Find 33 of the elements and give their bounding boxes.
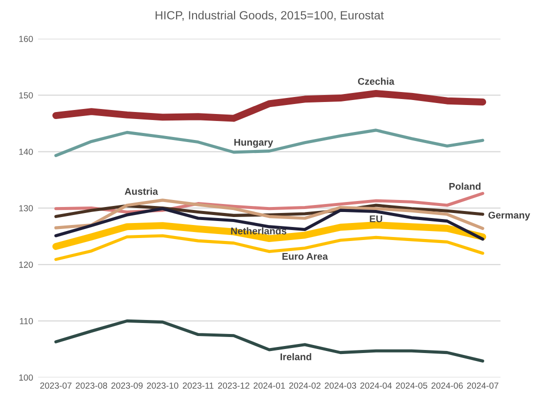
x-tick-label: 2023-12 (218, 382, 250, 389)
y-tick-label: 110 (20, 318, 33, 324)
x-tick-label: 2024-06 (432, 382, 463, 389)
y-tick-label: 130 (19, 205, 33, 212)
line-series (54, 207, 484, 241)
y-tick-label: 140 (19, 148, 33, 155)
x-tick-label: 2023-09 (111, 382, 143, 389)
series-label: EU (370, 215, 382, 222)
series-label: Germany (488, 212, 530, 221)
x-tick-label: 2023-08 (76, 382, 108, 389)
line-series (54, 128, 484, 158)
x-tick-label: 2024-05 (396, 382, 428, 389)
x-tick-label: 2023-10 (146, 382, 178, 389)
series-label: Euro Area (282, 253, 328, 260)
x-tick-label: 2024-07 (467, 382, 498, 389)
chart-title: HICP, Industrial Goods, 2015=100, Eurostat (156, 10, 384, 21)
y-tick-label: 160 (19, 36, 33, 42)
x-tick-label: 2023-11 (182, 382, 214, 389)
y-tick-label: 120 (19, 262, 33, 268)
line-series (54, 234, 484, 261)
y-tick-label: 150 (19, 92, 33, 98)
y-tick-label: 100 (19, 374, 33, 381)
x-tick-label: 2023-07 (40, 382, 72, 389)
x-tick-label: 2024-02 (289, 382, 320, 389)
series-label: Hungary (234, 138, 274, 148)
series-label: Austria (124, 188, 158, 195)
x-tick-label: 2024-03 (324, 382, 356, 389)
series-label: Ireland (280, 353, 312, 360)
x-tick-label: 2024-01 (254, 382, 285, 389)
series-label: Czechia (358, 78, 394, 85)
line-series (54, 319, 484, 363)
x-tick-label: 2024-04 (360, 382, 392, 389)
series-label: Poland (449, 182, 480, 190)
